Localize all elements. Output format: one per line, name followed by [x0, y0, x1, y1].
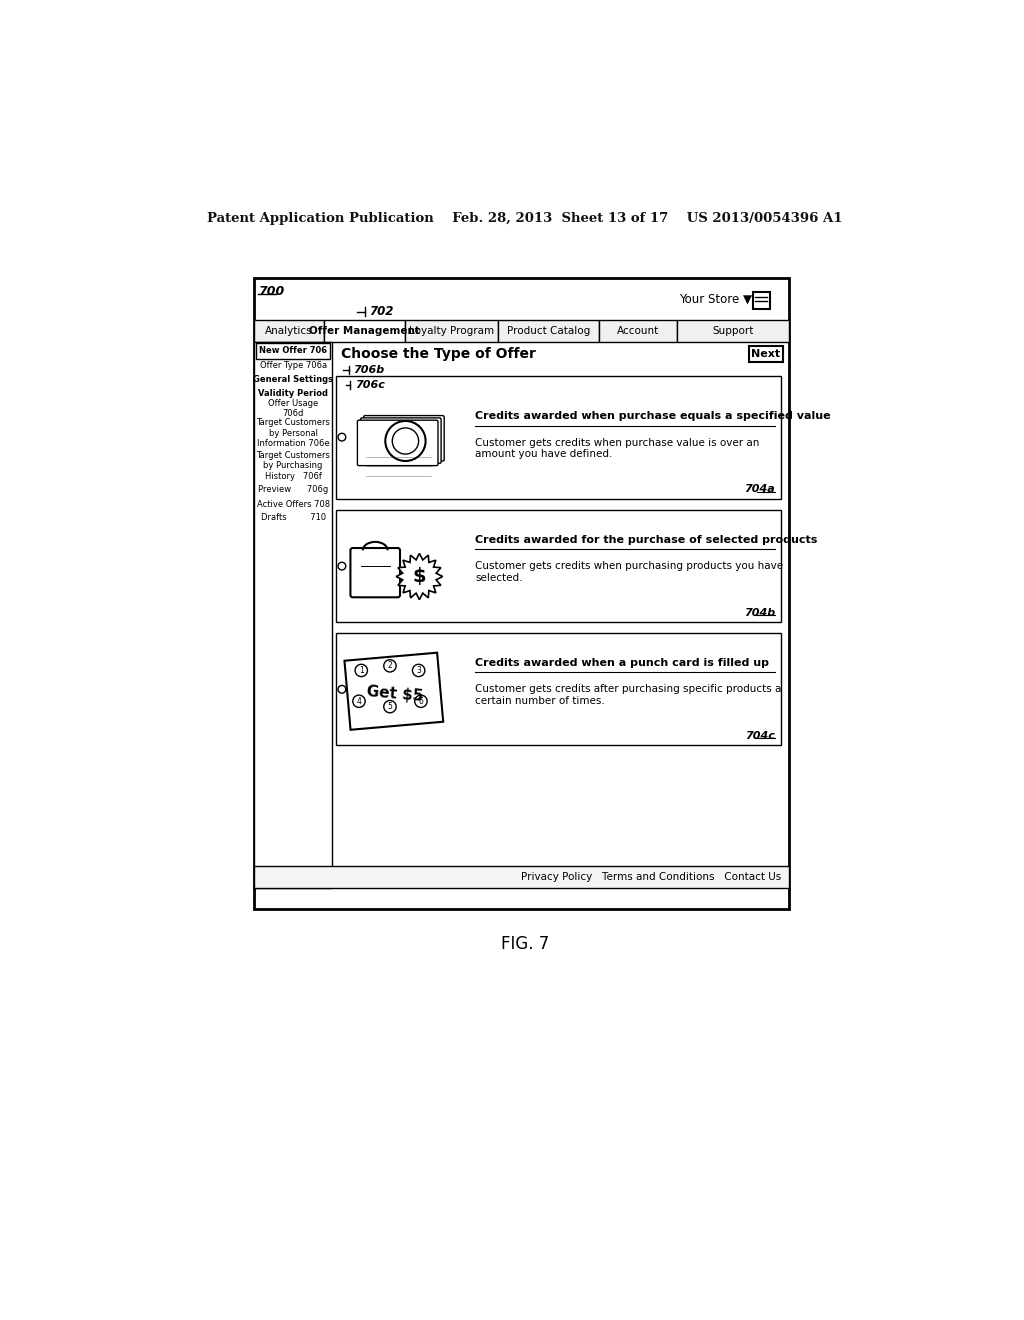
Circle shape — [415, 696, 427, 708]
Bar — [254, 277, 790, 909]
Text: Customer gets credits when purchase value is over an
amount you have defined.: Customer gets credits when purchase valu… — [475, 438, 760, 459]
Circle shape — [355, 664, 368, 677]
Text: Your Store ▼: Your Store ▼ — [679, 293, 752, 306]
Polygon shape — [344, 652, 443, 730]
Bar — [499, 321, 599, 342]
Polygon shape — [396, 553, 442, 599]
Bar — [677, 321, 790, 342]
Bar — [336, 634, 781, 744]
Text: Target Customers
by Purchasing
History   706f: Target Customers by Purchasing History 7… — [256, 450, 330, 480]
Text: Active Offers 708: Active Offers 708 — [257, 500, 330, 508]
Text: Privacy Policy   Terms and Conditions   Contact Us: Privacy Policy Terms and Conditions Cont… — [521, 871, 781, 882]
Bar — [256, 343, 331, 359]
Text: Get $5: Get $5 — [367, 684, 424, 704]
Text: Customer gets credits when purchasing products you have
selected.: Customer gets credits when purchasing pr… — [475, 561, 783, 582]
Text: $: $ — [413, 568, 426, 586]
Bar — [599, 321, 677, 342]
Text: Credits awarded when a punch card is filled up: Credits awarded when a punch card is fil… — [475, 657, 769, 668]
Bar — [324, 321, 406, 342]
Text: Analytics: Analytics — [265, 326, 313, 335]
Text: 704a: 704a — [744, 484, 775, 495]
Text: 704b: 704b — [743, 607, 775, 618]
Bar — [336, 511, 781, 622]
Circle shape — [385, 421, 426, 461]
Text: 2: 2 — [387, 661, 392, 671]
Text: 706c: 706c — [355, 380, 385, 389]
Text: General Settings: General Settings — [253, 375, 333, 384]
Circle shape — [413, 664, 425, 677]
Bar — [753, 292, 770, 309]
Text: Drafts         710: Drafts 710 — [260, 513, 326, 523]
Text: Offer Management: Offer Management — [309, 326, 420, 335]
Bar — [254, 342, 332, 887]
Text: Preview      706g: Preview 706g — [258, 484, 329, 494]
Text: Product Catalog: Product Catalog — [507, 326, 591, 335]
Text: Loyalty Program: Loyalty Program — [410, 326, 495, 335]
Bar — [749, 346, 783, 362]
Circle shape — [352, 696, 366, 708]
FancyBboxPatch shape — [350, 548, 400, 598]
Text: Account: Account — [616, 326, 659, 335]
Text: Support: Support — [713, 326, 754, 335]
Text: 706b: 706b — [353, 366, 385, 375]
Text: Validity Period: Validity Period — [258, 389, 328, 397]
Text: 4: 4 — [356, 697, 361, 706]
Circle shape — [384, 701, 396, 713]
FancyBboxPatch shape — [360, 418, 441, 463]
Text: 6: 6 — [419, 697, 423, 706]
Text: New Offer 706: New Offer 706 — [259, 346, 327, 355]
Text: 3: 3 — [416, 667, 421, 675]
Text: Credits awarded when purchase equals a specified value: Credits awarded when purchase equals a s… — [475, 411, 830, 421]
Text: Offer Usage
706d: Offer Usage 706d — [268, 399, 318, 418]
Text: Choose the Type of Offer: Choose the Type of Offer — [341, 347, 536, 360]
Text: 1: 1 — [358, 667, 364, 675]
Circle shape — [384, 660, 396, 672]
Text: Patent Application Publication    Feb. 28, 2013  Sheet 13 of 17    US 2013/00543: Patent Application Publication Feb. 28, … — [207, 213, 843, 224]
Text: Next: Next — [752, 348, 780, 359]
Bar — [254, 866, 790, 887]
Text: 702: 702 — [369, 305, 393, 318]
Text: 704c: 704c — [745, 731, 775, 741]
Text: 700: 700 — [258, 285, 285, 298]
Bar — [254, 321, 324, 342]
Text: FIG. 7: FIG. 7 — [501, 935, 549, 953]
FancyBboxPatch shape — [357, 420, 438, 466]
Text: Credits awarded for the purchase of selected products: Credits awarded for the purchase of sele… — [475, 535, 817, 545]
Bar — [336, 375, 781, 499]
Text: 5: 5 — [387, 702, 392, 711]
FancyBboxPatch shape — [364, 416, 444, 461]
Text: Customer gets credits after purchasing specific products a
certain number of tim: Customer gets credits after purchasing s… — [475, 684, 781, 706]
Text: Offer Type 706a: Offer Type 706a — [259, 362, 327, 370]
Bar — [406, 321, 499, 342]
Text: Target Customers
by Personal
Information 706e: Target Customers by Personal Information… — [256, 418, 330, 449]
